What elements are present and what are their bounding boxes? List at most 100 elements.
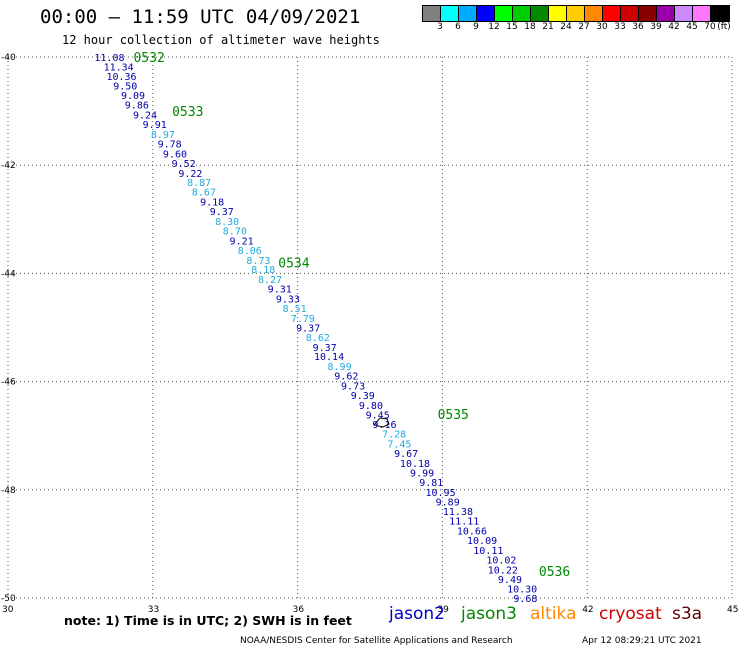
wave-height-value: 8.70: [223, 227, 247, 238]
color-scale-label: 18: [524, 22, 536, 32]
wave-height-value: 11.34: [104, 63, 134, 74]
time-label: 0533: [172, 105, 203, 120]
color-swatch: [603, 6, 621, 21]
color-swatch: [531, 6, 549, 21]
wave-height-value: 9.37: [296, 324, 320, 335]
lon-tick-label: 39: [437, 605, 449, 615]
wave-height-value: 9.24: [133, 110, 157, 121]
legend-jason3: jason3: [461, 604, 517, 624]
color-swatch: [459, 6, 477, 21]
time-label: 0535: [438, 408, 469, 423]
credit-line: NOAA/NESDIS Center for Satellite Applica…: [240, 636, 513, 646]
color-swatch: [477, 6, 495, 21]
wave-height-value: 9.50: [113, 82, 137, 93]
wave-height-value: 9.68: [513, 594, 537, 605]
wave-height-value: 9.89: [436, 498, 460, 509]
color-scale-label: 12: [488, 22, 500, 32]
time-label: 0536: [539, 565, 570, 580]
wave-height-value: 9.37: [313, 343, 337, 354]
lon-tick-label: 42: [582, 605, 593, 615]
lon-tick-label: 36: [293, 605, 305, 615]
lat-tick-label: -40: [1, 53, 16, 63]
wave-height-value: 7.45: [387, 439, 411, 450]
wave-height-value: 9.60: [163, 149, 187, 160]
legend-s3a: s3a: [672, 604, 703, 624]
wave-height-value: 9.21: [230, 236, 254, 247]
wave-height-value: 9.49: [498, 575, 522, 586]
color-scale-label: 24: [560, 22, 572, 32]
wave-height-value: 7.28: [382, 430, 406, 441]
page-subtitle: 12 hour collection of altimeter wave hei…: [62, 33, 380, 47]
color-swatch: [711, 6, 729, 21]
wave-height-color-scale: [422, 5, 730, 22]
wave-height-value: 8.97: [151, 130, 175, 141]
wave-height-value: 9.81: [419, 478, 443, 489]
wave-height-value: 9.86: [125, 101, 149, 112]
note-text: note: 1) Time is in UTC; 2) SWH is in fe…: [64, 613, 352, 628]
wave-height-value: 8.62: [306, 333, 330, 344]
wave-height-value: 8.30: [215, 217, 239, 228]
color-scale-label: 21: [542, 22, 554, 32]
color-swatch: [585, 6, 603, 21]
color-swatch: [495, 6, 513, 21]
color-scale-label: 42: [668, 22, 680, 32]
wave-height-value: 9.62: [334, 372, 358, 383]
color-scale-label: 30: [596, 22, 608, 32]
color-swatch: [621, 6, 639, 21]
island-outline: [373, 417, 390, 428]
legend-altika: altika: [530, 604, 577, 624]
wave-height-value: 9.39: [351, 391, 375, 402]
color-swatch: [675, 6, 693, 21]
color-scale-label: 27: [578, 22, 590, 32]
color-scale-label: 45: [686, 22, 698, 32]
legend-jason2: jason2: [389, 604, 445, 624]
color-swatch: [693, 6, 711, 21]
color-swatch: [657, 6, 675, 21]
lon-tick-label: 30: [2, 605, 14, 615]
wave-height-value: 9.22: [178, 169, 202, 180]
wave-height-value: 9.33: [276, 294, 300, 305]
color-swatch: [567, 6, 585, 21]
wave-height-value: 8.67: [192, 188, 216, 199]
color-swatch: [423, 6, 441, 21]
lat-tick-label: -50: [1, 594, 16, 604]
lat-tick-label: -42: [1, 161, 16, 171]
wave-height-value: 10.36: [106, 72, 136, 83]
wave-height-value: 11.38: [443, 507, 473, 518]
color-scale-label: 33: [614, 22, 626, 32]
wave-height-value: 9.09: [121, 91, 145, 102]
wave-height-value: 10.18: [400, 459, 430, 470]
wave-height-value: 10.14: [314, 352, 344, 363]
wave-height-value: 9.52: [172, 159, 196, 170]
wave-height-value: 9.45: [366, 411, 390, 422]
wave-height-value: 8.73: [246, 256, 270, 267]
wave-height-value: 10.66: [457, 526, 487, 537]
color-scale-label: 3: [437, 22, 443, 32]
wave-height-value: 11.08: [94, 53, 124, 64]
wave-height-value: 9.80: [359, 401, 383, 412]
wave-height-value: 9.18: [200, 197, 224, 208]
wave-height-value: 10.22: [488, 565, 518, 576]
color-swatch: [513, 6, 531, 21]
legend-cryosat: cryosat: [599, 604, 662, 624]
color-scale-label: 36: [632, 22, 644, 32]
wave-height-value: 8.27: [258, 275, 282, 286]
wave-height-value: 8.18: [251, 265, 275, 276]
wave-height-value: 9.99: [410, 468, 434, 479]
wave-height-value: 10.02: [486, 556, 516, 567]
wave-height-value: 10.95: [426, 488, 456, 499]
color-swatch: [441, 6, 459, 21]
wave-height-value: 9.78: [158, 140, 182, 151]
wave-height-value: 8.99: [328, 362, 352, 373]
wave-height-value: 8.51: [283, 304, 307, 315]
color-scale-label: 6: [455, 22, 461, 32]
wave-height-value: 10.30: [507, 584, 537, 595]
wave-height-value: 7.79: [291, 314, 315, 325]
color-swatch: [639, 6, 657, 21]
wave-height-value: 10.11: [473, 546, 503, 557]
wave-height-value: 10.09: [467, 536, 497, 547]
color-swatch: [549, 6, 567, 21]
wave-height-value: 9.37: [210, 207, 234, 218]
